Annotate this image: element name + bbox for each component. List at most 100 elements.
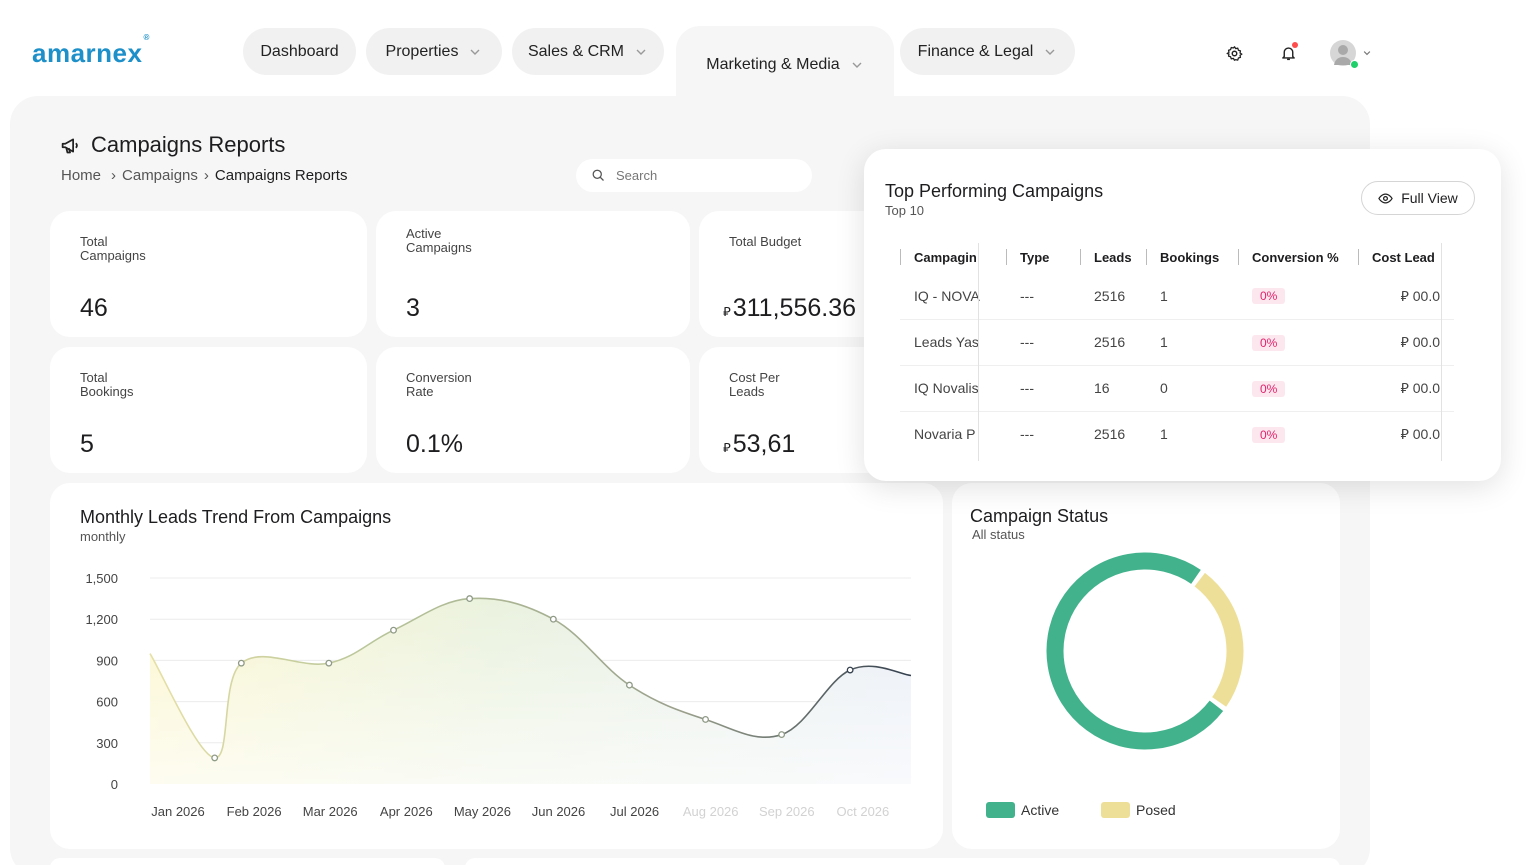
- nav-dashboard[interactable]: Dashboard: [243, 28, 356, 75]
- kpi-value-number: 311,556.36: [732, 294, 857, 322]
- conversion-badge: 0%: [1252, 426, 1286, 443]
- column-separator: [1006, 249, 1007, 265]
- cost-value: 00.0: [1412, 380, 1440, 396]
- nav-properties-label: Properties: [385, 42, 459, 60]
- user-silhouette-icon: [1334, 45, 1352, 65]
- column-separator: [1238, 249, 1239, 265]
- col-bookings-label: Bookings: [1160, 249, 1220, 265]
- eye-icon: [1378, 192, 1394, 204]
- data-point[interactable]: [466, 595, 474, 603]
- donut-slice-active[interactable]: [1046, 552, 1224, 750]
- y-tick-label: 600: [96, 695, 118, 710]
- col-conversion[interactable]: Conversion %: [1238, 241, 1358, 273]
- x-tick-label: Sep 2026: [759, 804, 815, 819]
- legend-posed: Posed: [1101, 802, 1176, 818]
- cost-value: 00.0: [1412, 287, 1440, 304]
- kpi-value: ⃁311,556.36: [723, 294, 856, 323]
- breadcrumb-separator: ›: [111, 167, 117, 184]
- kpi-label: Cost Per Leads: [729, 370, 780, 399]
- data-point[interactable]: [625, 681, 633, 689]
- data-point[interactable]: [325, 659, 333, 667]
- legend-label: Posed: [1136, 802, 1176, 818]
- col-type[interactable]: Type: [1006, 241, 1080, 273]
- x-tick-label: Oct 2026: [837, 804, 890, 819]
- column-separator: [1080, 249, 1081, 265]
- settings-button[interactable]: [1222, 41, 1246, 65]
- cell-type: ---: [1006, 365, 1080, 412]
- top-campaigns-table: Campagin Type Leads Bookings Conversion …: [900, 241, 1454, 457]
- kpi-label: Active Campaigns: [406, 226, 472, 255]
- breadcrumb-separator: ›: [203, 167, 209, 184]
- data-point[interactable]: [549, 615, 557, 623]
- cell-bookings: 1: [1160, 426, 1168, 443]
- table-row[interactable]: Novaria P --- 2516 1 0% ⃁ 00.0: [900, 411, 1454, 457]
- kpi-total-campaigns: Total Campaigns 46: [50, 211, 367, 337]
- currency-icon: ⃁: [1400, 334, 1409, 350]
- user-menu[interactable]: [1330, 40, 1372, 69]
- table-row[interactable]: Leads Yas --- 2516 1 0% ⃁ 00.0: [900, 319, 1454, 366]
- x-tick-label: Aug 2026: [683, 804, 739, 819]
- column-separator: [900, 249, 901, 265]
- notification-dot: [1292, 42, 1298, 48]
- nav-sales-crm[interactable]: Sales & CRM: [512, 28, 664, 75]
- nav-properties[interactable]: Properties: [366, 28, 502, 75]
- leads-trend-card: Monthly Leads Trend From Campaigns month…: [50, 483, 943, 849]
- data-point[interactable]: [778, 731, 786, 739]
- col-leads[interactable]: Leads: [1080, 241, 1146, 273]
- donut-slice-posed[interactable]: [1194, 572, 1244, 707]
- nav-finance-legal[interactable]: Finance & Legal: [900, 28, 1075, 75]
- cost-value: 00.0: [1412, 426, 1440, 443]
- cell-cost: ⃁ 00.0: [1358, 273, 1454, 320]
- currency-icon: ⃁: [723, 440, 731, 455]
- notifications-button[interactable]: [1276, 41, 1300, 65]
- breadcrumb-campaigns[interactable]: Campaigns: [122, 167, 198, 184]
- nav-marketing-media[interactable]: Marketing & Media: [676, 26, 894, 102]
- y-tick-label: 0: [111, 777, 118, 792]
- currency-icon: ⃁: [1400, 380, 1409, 396]
- data-point[interactable]: [702, 716, 709, 723]
- cell-conversion: 0%: [1238, 319, 1358, 366]
- nav-marketing-media-label: Marketing & Media: [706, 56, 840, 73]
- megaphone-icon: [61, 138, 78, 153]
- legend-swatch: [986, 802, 1015, 818]
- search-box[interactable]: [576, 159, 812, 192]
- header-actions: [1222, 40, 1372, 69]
- column-divider: [1441, 243, 1442, 461]
- col-campaign[interactable]: Campagin: [900, 241, 1006, 273]
- table-row[interactable]: IQ - NOVA --- 2516 1 0% ⃁ 00.0: [900, 273, 1454, 320]
- brand-logo[interactable]: amarnex®: [32, 33, 150, 69]
- data-point[interactable]: [846, 666, 854, 674]
- col-bookings[interactable]: Bookings: [1146, 241, 1238, 273]
- col-cost-lead[interactable]: Cost Lead: [1358, 241, 1454, 273]
- cell-leads: 2516: [1080, 273, 1146, 320]
- cell-bookings: 0: [1146, 365, 1238, 412]
- x-tick-label: Feb 2026: [227, 804, 282, 819]
- full-view-button[interactable]: Full View: [1361, 181, 1475, 215]
- search-input[interactable]: [616, 168, 796, 183]
- status-chart-title: Campaign Status: [970, 506, 1109, 526]
- bottom-card-stub: [50, 858, 445, 865]
- leads-area-fade: [150, 598, 911, 784]
- col-cost-lead-label: Cost Lead: [1372, 249, 1435, 265]
- breadcrumb-current: Campaigns Reports: [214, 167, 348, 184]
- leads-trend-chart: 0 300 600 900 1,200 1,500 Jan 2026 Feb 2026 Mar…: [85, 571, 912, 819]
- cell-conversion: 0%: [1238, 273, 1358, 320]
- data-point[interactable]: [237, 659, 245, 667]
- cell-cost: ⃁ 00.0: [1358, 319, 1454, 366]
- kpi-conversion-rate: Conversion Rate 0.1%: [376, 347, 690, 473]
- cell-bookings: 1: [1146, 273, 1238, 320]
- data-point[interactable]: [390, 626, 397, 634]
- kpi-value-number: 53,61: [732, 430, 796, 458]
- table-row[interactable]: IQ Novalis --- 16 0 0% ⃁ 00.0: [900, 365, 1454, 412]
- cell-leads: 16: [1080, 365, 1146, 412]
- column-separator: [1146, 249, 1147, 265]
- avatar: [1330, 40, 1359, 69]
- chevron-down-icon: [852, 62, 862, 68]
- breadcrumb-home[interactable]: Home: [61, 167, 102, 184]
- data-point[interactable]: [211, 754, 219, 762]
- nav-dashboard-label: Dashboard: [260, 42, 339, 60]
- chevron-down-icon: [1045, 49, 1055, 55]
- brand-logo-mark: ®: [143, 33, 150, 43]
- currency-icon: ⃁: [1400, 287, 1409, 304]
- column-separator: [1358, 249, 1359, 265]
